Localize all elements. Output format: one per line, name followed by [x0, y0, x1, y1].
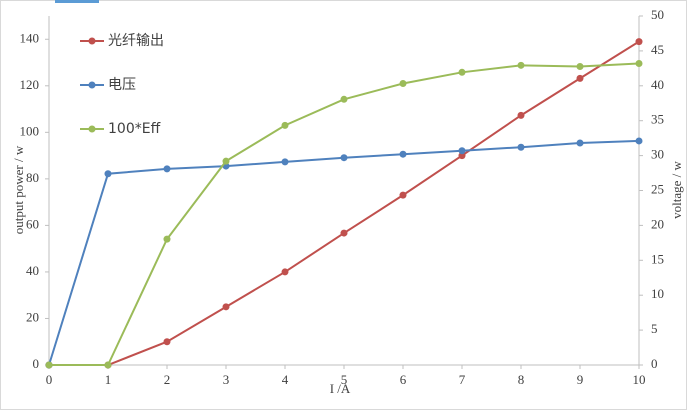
data-point [576, 62, 584, 70]
data-point [281, 121, 289, 129]
data-point [517, 61, 525, 69]
y2-tick-label: 50 [651, 7, 664, 22]
data-point [399, 150, 407, 158]
y-tick-label: 60 [26, 216, 39, 231]
data-point [281, 268, 289, 276]
data-point [576, 139, 584, 147]
y-tick-label: 80 [26, 170, 39, 185]
x-tick-label: 9 [577, 372, 584, 387]
data-point [104, 170, 112, 178]
y-tick-label: 120 [20, 77, 40, 92]
x-tick-label: 0 [46, 372, 53, 387]
data-point [517, 143, 525, 151]
data-point [340, 229, 348, 237]
y2-tick-label: 0 [651, 356, 658, 371]
data-point [635, 59, 643, 67]
data-point [517, 111, 525, 119]
x-tick-label: 3 [223, 372, 230, 387]
x-tick-label: 1 [105, 372, 112, 387]
y2-tick-label: 15 [651, 251, 664, 266]
data-point [222, 157, 230, 165]
y-tick-label: 40 [26, 263, 39, 278]
data-point [458, 68, 466, 76]
legend-label: 电压 [108, 77, 136, 93]
legend-label: 光纤输出 [108, 33, 164, 49]
y2-tick-label: 25 [651, 181, 664, 196]
y2-tick-label: 35 [651, 112, 664, 127]
x-tick-label: 2 [164, 372, 171, 387]
legend-marker [88, 81, 96, 89]
data-point [45, 361, 53, 369]
x-tick-label: 5 [341, 372, 348, 387]
x-tick-label: 7 [459, 372, 466, 387]
x-tick-label: 6 [400, 372, 407, 387]
y2-tick-label: 40 [651, 77, 664, 92]
data-point [340, 154, 348, 162]
data-point [222, 303, 230, 311]
data-point [281, 158, 289, 166]
y2-tick-label: 45 [651, 42, 664, 57]
x-tick-label: 8 [518, 372, 525, 387]
y2-axis-label: voltage / w [669, 161, 684, 219]
y2-tick-label: 30 [651, 147, 664, 162]
y-tick-label: 20 [26, 309, 39, 324]
data-point [458, 147, 466, 155]
data-point [399, 79, 407, 87]
data-point [576, 74, 584, 82]
legend-marker [88, 125, 96, 133]
data-point [163, 338, 171, 346]
x-tick-label: 10 [633, 372, 646, 387]
data-point [635, 137, 643, 145]
data-point [399, 191, 407, 199]
data-point [635, 38, 643, 46]
y-axis-label: output power / w [11, 145, 26, 234]
data-point [163, 235, 171, 243]
y2-tick-label: 10 [651, 286, 664, 301]
data-point [340, 95, 348, 103]
y-tick-label: 100 [20, 123, 40, 138]
y2-tick-label: 5 [651, 321, 658, 336]
y-tick-label: 0 [33, 356, 40, 371]
data-point [458, 152, 466, 160]
data-point [163, 165, 171, 173]
x-axis-label: I /A [330, 381, 351, 396]
legend-marker [88, 37, 96, 45]
y-tick-label: 140 [20, 30, 40, 45]
legend-label: 100*Eff [108, 121, 161, 137]
data-point [104, 361, 112, 369]
x-tick-label: 4 [282, 372, 289, 387]
y2-tick-label: 20 [651, 216, 664, 231]
selection-marker [55, 0, 99, 3]
